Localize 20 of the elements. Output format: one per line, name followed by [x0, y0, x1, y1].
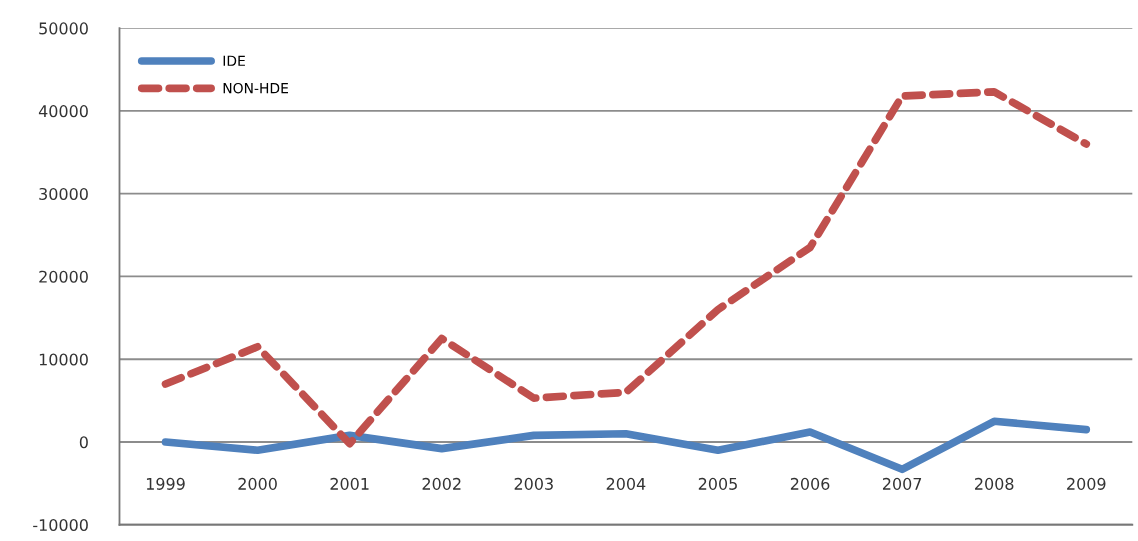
- x-tick-label: 2008: [975, 477, 1014, 490]
- legend-label: NON-HDE: [223, 82, 289, 94]
- y-tick-label: -10000: [33, 518, 88, 532]
- y-tick-label: 50000: [39, 22, 88, 35]
- x-tick-label: 2005: [698, 477, 737, 490]
- x-tick-label: 2009: [1067, 477, 1106, 490]
- y-tick-label: 10000: [39, 353, 88, 366]
- x-tick-label: 2004: [606, 477, 646, 490]
- y-tick-label: 20000: [39, 270, 88, 283]
- x-tick-label: 2006: [790, 477, 830, 490]
- x-tick-label: 2000: [238, 477, 277, 490]
- x-tick-label: 2002: [422, 477, 461, 490]
- x-tick-label: 2001: [330, 477, 369, 490]
- y-tick-label: 0: [79, 436, 88, 449]
- x-tick-label: 1999: [146, 477, 185, 490]
- legend-label: IDE: [223, 55, 245, 66]
- y-tick-label: 30000: [39, 187, 88, 200]
- y-tick-label: 40000: [38, 105, 88, 118]
- x-tick-label: 2007: [882, 477, 922, 490]
- x-tick-label: 2003: [514, 477, 553, 490]
